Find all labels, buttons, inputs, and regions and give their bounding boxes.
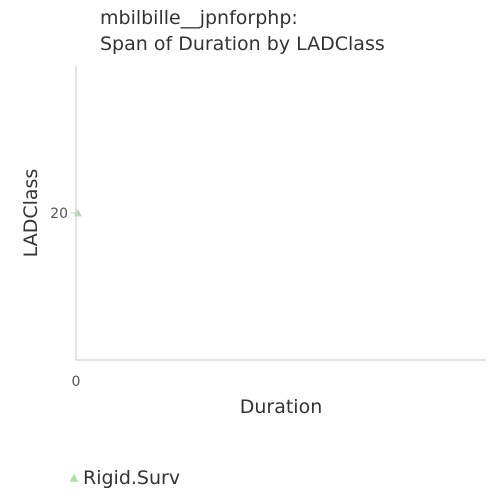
data-points: [74, 209, 82, 217]
legend: Rigid.Surv: [69, 467, 180, 489]
data-point-triangle: [74, 209, 82, 217]
x-tick-label: 0: [72, 374, 81, 390]
y-tick-label: 20: [50, 206, 68, 222]
legend-marker-rigid-surv: [69, 473, 79, 482]
x-ticks: 0: [72, 374, 81, 390]
legend-label-rigid-surv: Rigid.Surv: [83, 467, 180, 489]
y-axis-title: LADClass: [20, 169, 42, 258]
x-axis-title: Duration: [240, 396, 323, 418]
chart-title-line-1: mbilbille__jpnforphp:: [100, 7, 298, 29]
chart-title-line-2: Span of Duration by LADClass: [100, 33, 385, 55]
y-ticks: 20: [50, 206, 76, 222]
